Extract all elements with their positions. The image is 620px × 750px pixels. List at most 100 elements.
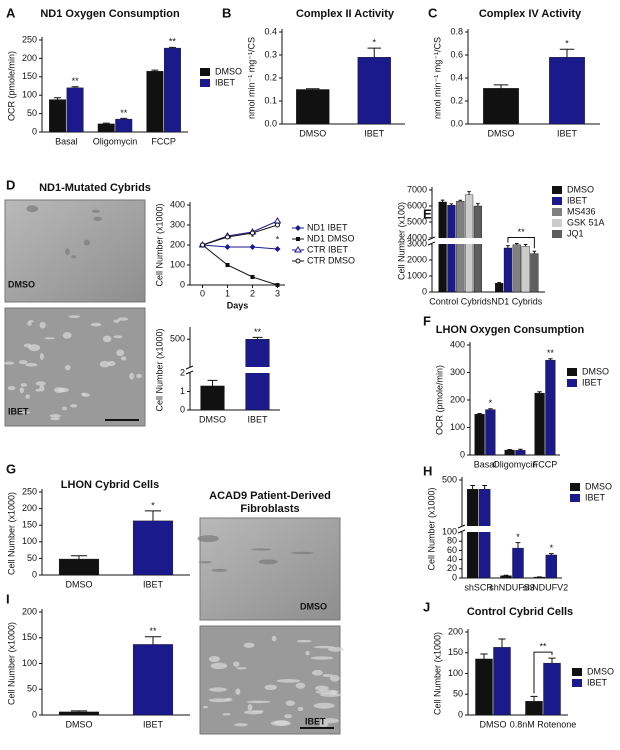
y-tick-label: 150 [448,647,463,657]
bar [483,88,519,125]
cell [247,704,253,711]
bar [200,385,225,411]
bar [478,489,491,579]
y-tick-label: 0.3 [264,49,277,59]
bar [49,99,67,133]
y-tick-label: 2 [180,367,185,377]
image-title: Fibroblasts [240,503,299,515]
axis-break [428,238,547,244]
marker [295,225,301,231]
image-label: IBET [305,716,326,726]
y-tick-label: 200 [22,606,37,616]
panel-letter: J [423,599,430,614]
bar [485,409,496,456]
error-bar [518,448,523,451]
panel-letter: G [6,461,16,476]
error-bar [144,510,162,521]
bar [515,450,526,456]
y-tick-label: 200 [22,503,37,513]
y-tick-label: 400 [170,199,185,209]
significance: ** [120,108,128,118]
error-bar [151,69,159,72]
error-bar [515,542,521,549]
marker [200,242,205,248]
marker [273,217,282,224]
x-tick-label: FCCP [151,136,176,146]
y-tick-label: 100 [448,668,463,678]
error-bar [102,122,110,124]
x-tick-label: shNDUFS3 [489,582,535,592]
significance: * [372,37,376,47]
error-bar [559,48,575,58]
error-bar [120,117,128,120]
cell [210,662,228,670]
significance: * [151,500,155,510]
image-title: ACAD9 Patient-Derived [209,490,331,502]
cell [222,713,231,716]
y-tick-label: 0.0 [450,118,463,128]
image-label: DMSO [300,601,327,611]
x-tick-label: IBET [557,128,578,138]
panel-letter: C [428,5,438,20]
y-tick-label: 0 [32,569,37,579]
bar [525,701,543,716]
error-bar [440,199,445,202]
x-tick-label: Basal [55,136,78,146]
image-label: DMSO [8,279,35,289]
y-tick-label: 0 [458,709,463,719]
bar [115,118,133,133]
y-tick-label: 100 [22,536,37,546]
cell [197,535,219,543]
cell [314,645,335,649]
error-bar [70,710,88,712]
x-tick-label: DMSO [480,719,507,729]
legend-label: JQ1 [567,228,584,238]
cell [211,568,228,572]
cell [254,710,264,713]
y-tick-label: 0.2 [450,95,463,105]
bar [545,359,556,456]
cell [329,674,340,682]
cell [296,639,312,643]
cell [198,561,212,564]
bar [146,71,164,133]
marker [296,237,300,241]
bar [521,246,530,293]
legend-label: IBET [587,677,608,687]
cell [61,406,68,411]
marker [274,246,281,252]
marker [225,234,230,240]
significance: ** [169,37,177,47]
bracket [533,651,553,694]
legend-swatch [200,68,210,76]
x-tick-label: DMSO [299,128,326,138]
y-tick-label: 7000 [407,184,427,194]
x-tick-label: IBET [247,414,268,424]
cell [322,673,334,678]
significance: * [516,532,520,542]
y-tick-label: 100 [22,90,37,100]
cell [26,205,39,213]
chart-title: Control Cybrid Cells [467,606,573,618]
y-axis-label: nmol min⁻¹ mg⁻¹/CS [432,37,442,119]
error-bar [480,653,488,659]
significance: ** [539,642,547,652]
cell [224,697,233,702]
cell [234,723,248,727]
bar [512,244,521,293]
significance: ** [547,348,555,358]
y-tick-label: 0.0 [264,118,277,128]
error-bar [523,243,528,247]
x-tick-label: DMSO [66,579,93,589]
bar [549,57,585,125]
cell [113,319,120,323]
bracket [507,237,535,249]
error-bar [482,485,488,490]
bar [447,204,456,293]
bar [534,392,545,456]
legend-swatch [570,494,580,502]
y-tick-label: 300 [170,219,185,229]
bar [357,57,391,125]
cell [28,344,41,352]
